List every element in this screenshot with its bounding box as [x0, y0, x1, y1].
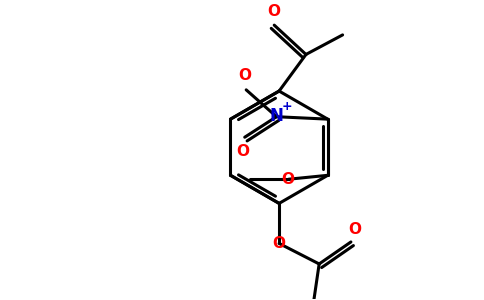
Text: O: O [272, 236, 286, 251]
Text: O: O [238, 68, 251, 83]
Text: N: N [270, 107, 284, 125]
Text: O: O [282, 172, 295, 187]
Text: O: O [268, 4, 281, 19]
Text: O: O [236, 144, 249, 159]
Text: +: + [282, 100, 292, 113]
Text: O: O [348, 222, 361, 237]
